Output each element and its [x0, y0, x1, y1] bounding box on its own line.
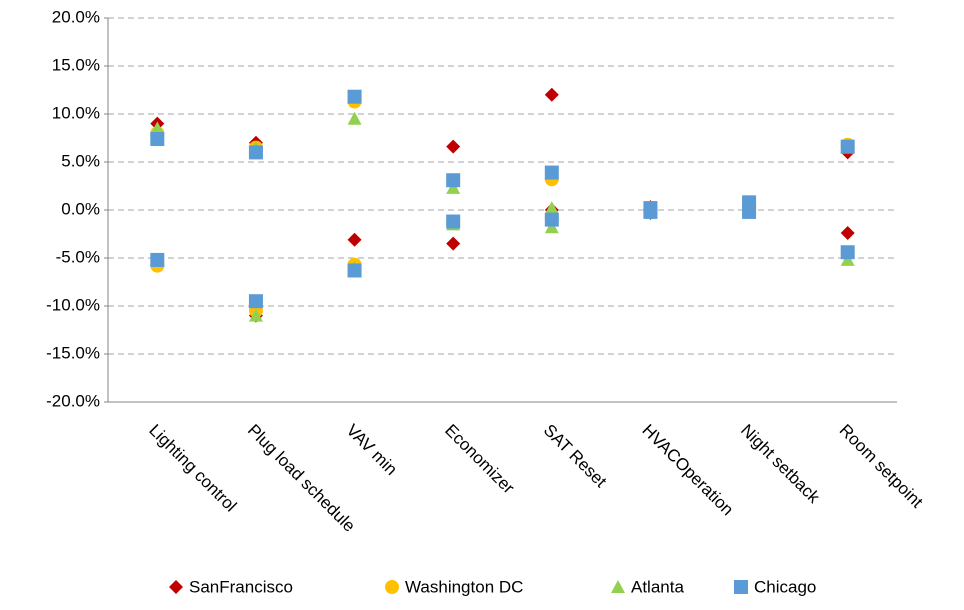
point — [347, 263, 362, 278]
point — [742, 204, 757, 219]
x-tick-label: VAV min — [343, 421, 401, 479]
point — [248, 145, 263, 160]
point — [446, 173, 461, 188]
y-tick-label: -20.0% — [46, 391, 100, 410]
point — [446, 236, 461, 251]
point — [347, 89, 362, 104]
legend-label: Washington DC — [405, 577, 523, 596]
point — [840, 245, 855, 260]
x-tick-label: SAT Reset — [540, 421, 611, 492]
x-tick-label: HVACOperation — [638, 421, 737, 520]
legend-marker — [611, 580, 625, 593]
point — [248, 308, 263, 322]
y-tick-label: -5.0% — [56, 247, 100, 266]
legend-marker — [169, 580, 183, 594]
legend-label: Chicago — [754, 577, 816, 596]
point — [347, 232, 362, 247]
legend-marker — [385, 580, 399, 594]
y-tick-label: 10.0% — [52, 103, 100, 122]
point — [347, 111, 362, 125]
point — [544, 165, 559, 180]
point — [446, 180, 461, 194]
point — [150, 121, 165, 135]
x-tick-label: Plug load schedule — [244, 421, 359, 536]
y-tick-label: -10.0% — [46, 295, 100, 314]
point — [840, 226, 855, 241]
point — [248, 294, 263, 309]
y-tick-label: 0.0% — [61, 199, 100, 218]
point — [150, 252, 165, 267]
point — [150, 131, 165, 146]
point — [840, 252, 855, 266]
legend-marker — [734, 580, 748, 594]
y-tick-label: 15.0% — [52, 55, 100, 74]
legend-label: SanFrancisco — [189, 577, 293, 596]
x-tick-label: Room setpoint — [836, 421, 927, 512]
point — [544, 87, 559, 102]
y-tick-label: -15.0% — [46, 343, 100, 362]
x-tick-label: Lighting control — [145, 421, 240, 516]
point — [544, 201, 559, 215]
x-tick-label: Economizer — [441, 421, 518, 498]
point — [446, 139, 461, 154]
legend-label: Atlanta — [631, 577, 684, 596]
point — [643, 204, 658, 219]
point — [446, 214, 461, 229]
y-tick-label: 5.0% — [61, 151, 100, 170]
x-tick-label: Night setback — [737, 421, 824, 508]
point — [840, 139, 855, 154]
point — [544, 220, 559, 234]
point — [544, 212, 559, 227]
y-tick-label: 20.0% — [52, 7, 100, 26]
